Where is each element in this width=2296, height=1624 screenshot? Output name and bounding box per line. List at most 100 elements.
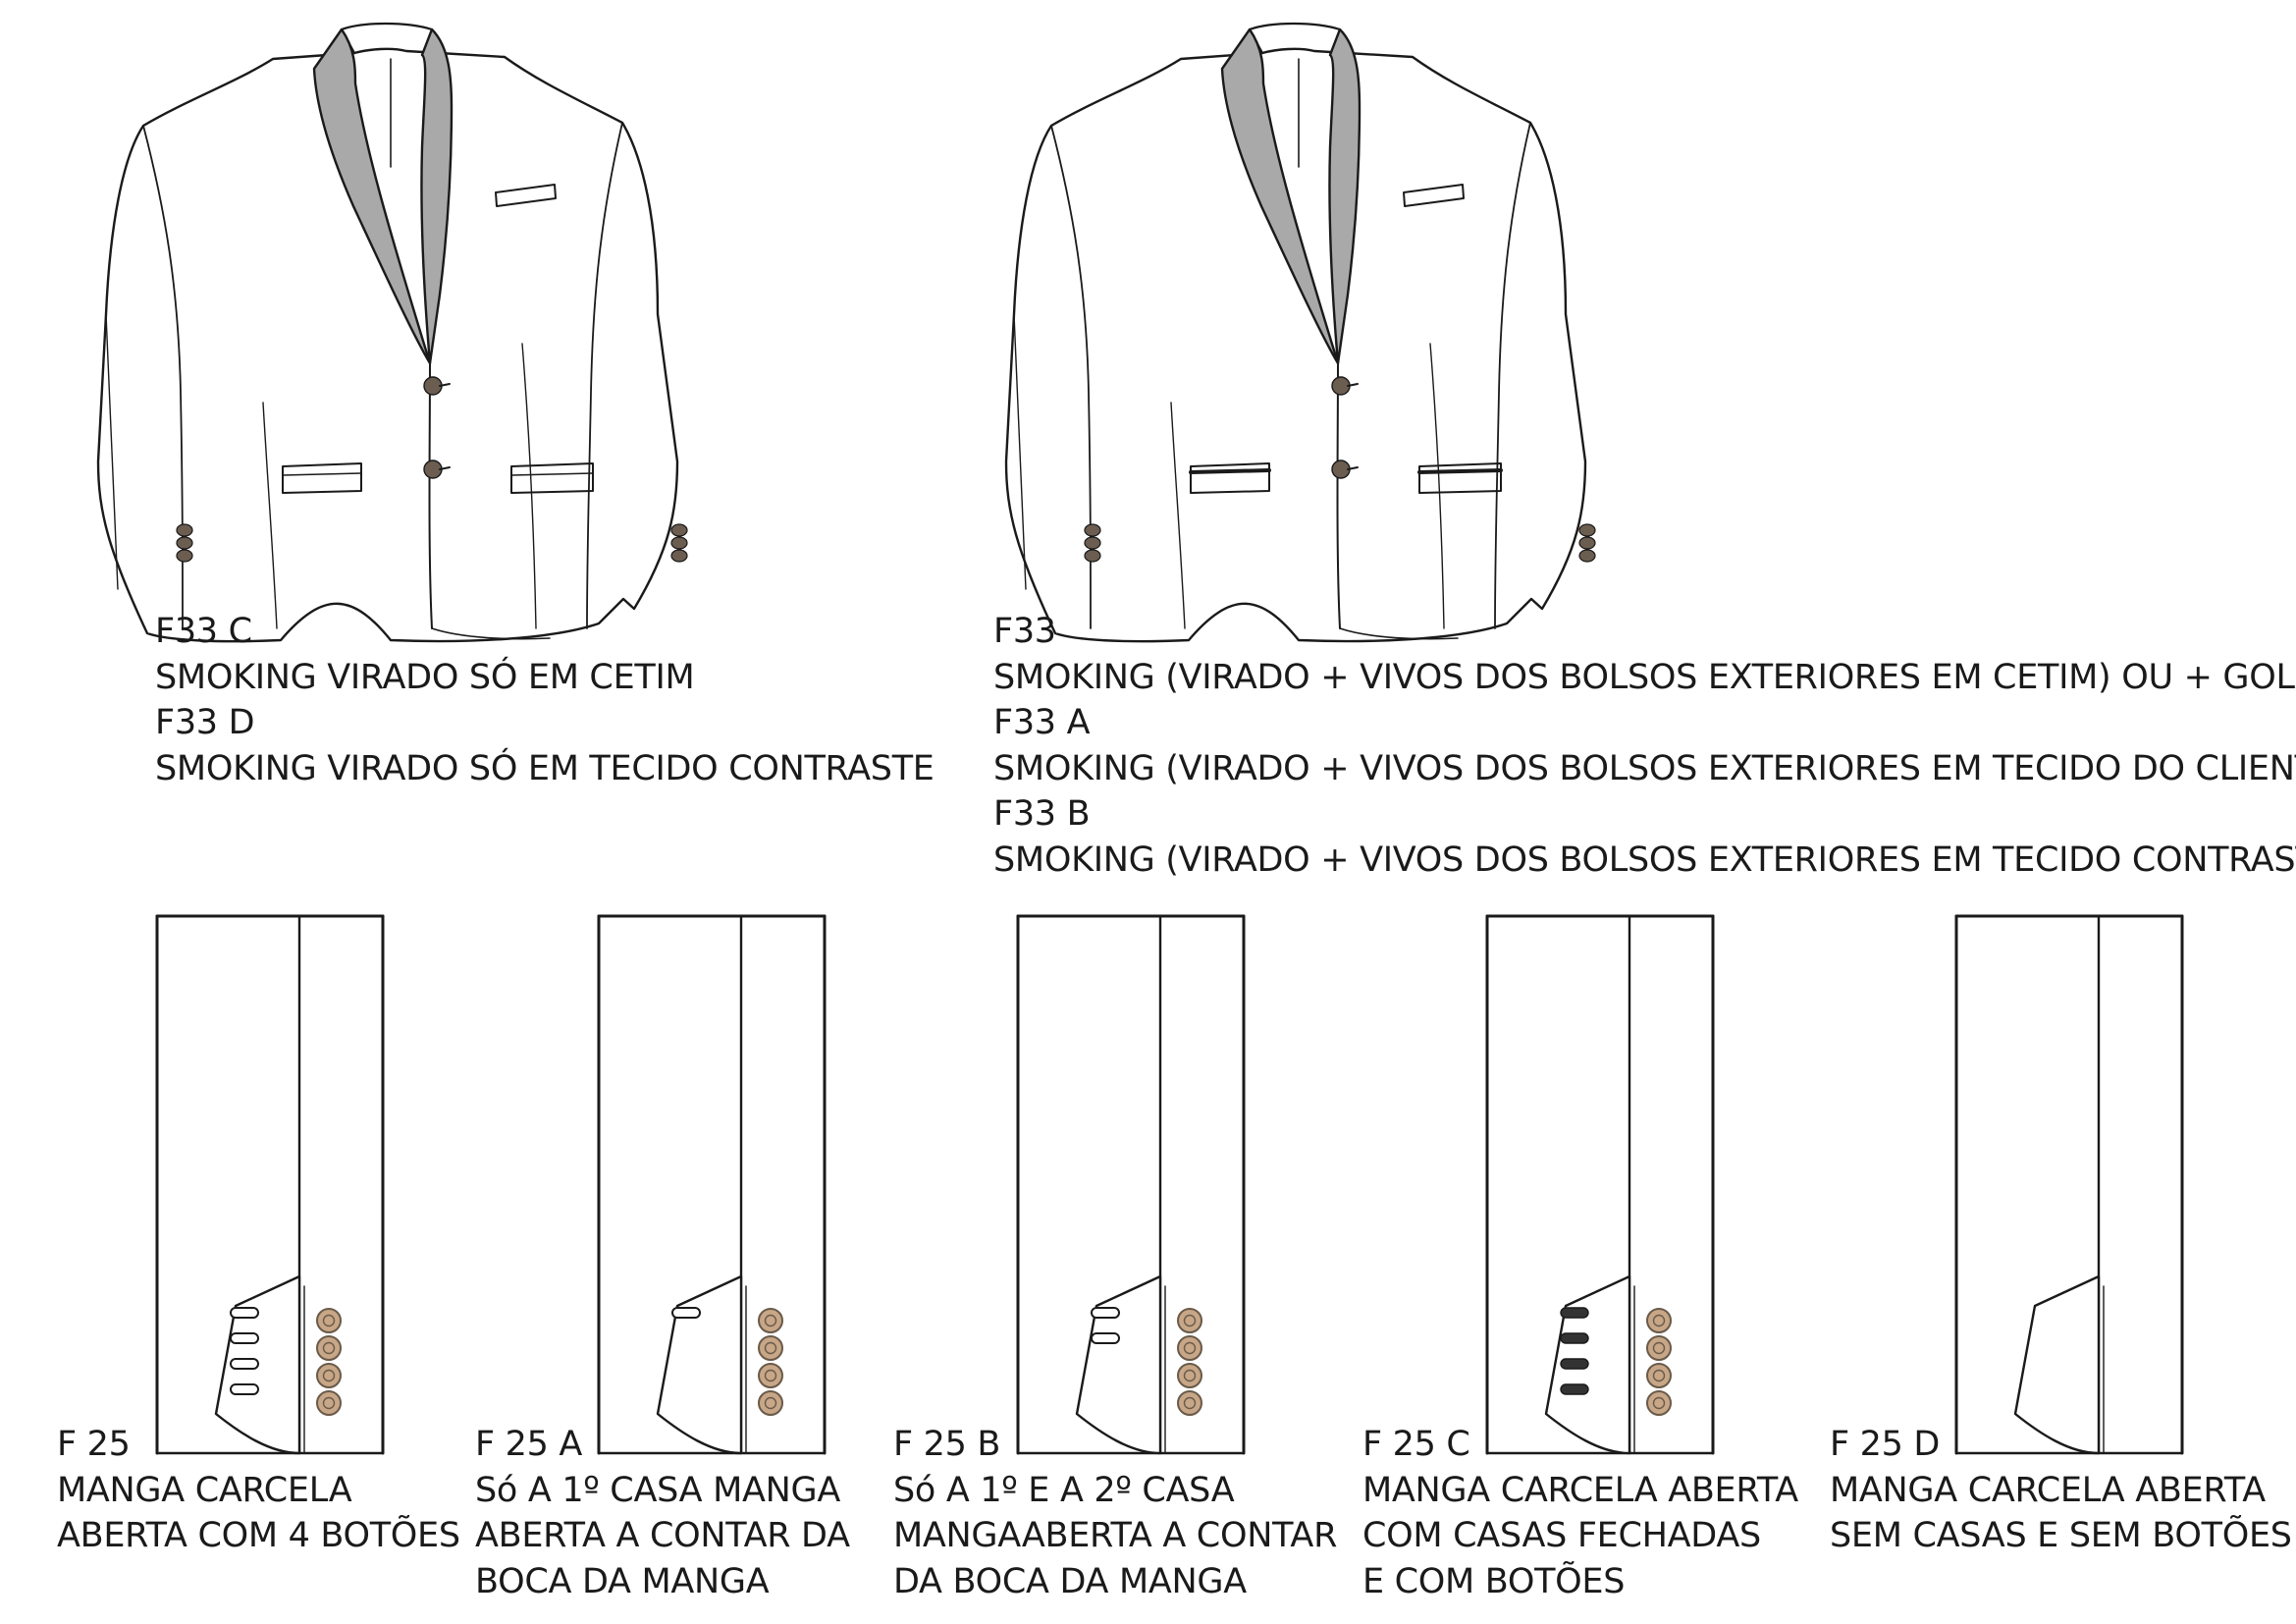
buttonhole-icon	[671, 1307, 701, 1319]
sleeve-button-icon	[1177, 1390, 1202, 1416]
caption-sleeve-f25b: F 25 B Só A 1º E A 2º CASA MANGAABERTA A…	[893, 1422, 1337, 1604]
cuff-button-icon	[1578, 523, 1596, 537]
cuff-button-icon	[176, 536, 193, 550]
caption-line: Só A 1º E A 2º CASA	[893, 1470, 1235, 1510]
cuff-button-icon	[1578, 536, 1596, 550]
sleeve-button-icon	[1177, 1335, 1202, 1361]
caption-line: SMOKING (VIRADO + VIVOS DOS BOLSOS EXTER…	[993, 748, 2296, 788]
cuff-button-icon	[670, 523, 688, 537]
jacket-f33-drawing	[1004, 22, 1596, 643]
button-holes-icon	[1183, 1341, 1197, 1355]
button-holes-icon	[322, 1369, 336, 1382]
buttonhole-icon	[1091, 1307, 1120, 1319]
buttonhole-icon	[230, 1358, 259, 1370]
caption-line: F33 C	[155, 612, 252, 651]
caption-line: E COM BOTÕES	[1362, 1561, 1626, 1601]
left-sleeve-inner	[105, 313, 119, 590]
caption-line: DA BOCA DA MANGA	[893, 1561, 1247, 1601]
caption-line: SEM CASAS E SEM BOTÕES	[1830, 1516, 2292, 1555]
caption-sleeve-f25: F 25 MANGA CARCELA ABERTA COM 4 BOTÕES	[57, 1422, 460, 1559]
button-holes-icon	[764, 1396, 777, 1410]
right-side-panel	[1429, 343, 1445, 629]
cuff-button-icon	[1084, 523, 1101, 537]
sleeve-button-icon	[1177, 1308, 1202, 1333]
closed-buttonhole-icon	[1560, 1383, 1589, 1395]
cuff-button-icon	[1084, 549, 1101, 563]
buttonhole-icon	[1091, 1332, 1120, 1344]
caption-line: SMOKING (VIRADO + VIVOS DOS BOLSOS EXTER…	[993, 839, 2296, 880]
button-holes-icon	[1183, 1369, 1197, 1382]
caption-sleeve-f25c: F 25 C MANGA CARCELA ABERTA COM CASAS FE…	[1362, 1422, 1798, 1604]
cuff-button-icon	[670, 536, 688, 550]
buttonhole-icon	[230, 1383, 259, 1395]
sleeve-button-icon	[1646, 1363, 1672, 1388]
sleeve-button-icon	[758, 1363, 783, 1388]
jacket-f33c-drawing	[96, 22, 688, 643]
button-holes-icon	[1183, 1314, 1197, 1327]
sleeve-button-icon	[316, 1363, 342, 1388]
sleeve-button-icon	[316, 1390, 342, 1416]
button-holes-icon	[1652, 1341, 1666, 1355]
left-pocket-piping	[1189, 468, 1271, 474]
caption-line: F33	[993, 612, 1056, 651]
cuff-button-icon	[176, 549, 193, 563]
hem-curve	[431, 627, 551, 640]
caption-line: F 25 B	[893, 1425, 1001, 1464]
caption-line: SMOKING VIRADO SÓ EM CETIM	[155, 657, 695, 697]
caption-line: COM CASAS FECHADAS	[1362, 1516, 1761, 1555]
caption-line: ABERTA COM 4 BOTÕES	[57, 1516, 460, 1555]
sleeve-f25-drawing	[155, 914, 385, 1455]
left-sleeve-inner	[1013, 313, 1027, 590]
closed-buttonhole-icon	[1560, 1332, 1589, 1344]
button-holes-icon	[322, 1341, 336, 1355]
cuff-button-icon	[670, 549, 688, 563]
caption-line: F33 B	[993, 794, 1091, 834]
caption-line: F33 A	[993, 703, 1091, 742]
caption-line: F 25 D	[1830, 1425, 1941, 1464]
caption-line: F 25 A	[475, 1425, 583, 1464]
right-sleeve-seam	[1494, 122, 1531, 629]
vent-flap	[1075, 1274, 1162, 1455]
caption-line: MANGA CARCELA ABERTA	[1830, 1470, 2266, 1510]
caption-line: MANGA CARCELA ABERTA	[1362, 1470, 1798, 1510]
caption-line: MANGAABERTA A CONTAR	[893, 1516, 1338, 1555]
sleeve-button-icon	[1646, 1335, 1672, 1361]
buttonhole-icon	[230, 1307, 259, 1319]
sleeve-button-icon	[1646, 1308, 1672, 1333]
sleeve-button-icon	[1646, 1390, 1672, 1416]
sleeve-button-icon	[316, 1308, 342, 1333]
sleeve-button-icon	[758, 1335, 783, 1361]
sleeve-button-icon	[758, 1308, 783, 1333]
button-holes-icon	[764, 1341, 777, 1355]
button-holes-icon	[1652, 1396, 1666, 1410]
left-side-panel	[262, 402, 278, 629]
buttonhole-icon	[230, 1332, 259, 1344]
button-thread	[1347, 466, 1359, 470]
caption-line: F 25	[57, 1425, 131, 1464]
left-flap-pocket	[1190, 462, 1270, 494]
sleeve-button-icon	[758, 1390, 783, 1416]
hem-curve	[1339, 627, 1459, 640]
caption-line: Só A 1º CASA MANGA	[475, 1470, 841, 1510]
caption-line: MANGA CARCELA	[57, 1470, 352, 1510]
chest-pocket	[1403, 184, 1465, 207]
sleeve-button-icon	[1177, 1363, 1202, 1388]
sleeve-f25a-drawing	[597, 914, 827, 1455]
button-holes-icon	[1652, 1314, 1666, 1327]
collar-back	[340, 22, 434, 57]
button-thread	[1347, 383, 1359, 387]
right-pocket-piping	[1417, 468, 1503, 474]
button-holes-icon	[1652, 1369, 1666, 1382]
chest-pocket	[495, 184, 557, 207]
closed-buttonhole-icon	[1560, 1358, 1589, 1370]
sleeve-f25d-drawing	[1954, 914, 2184, 1455]
right-side-panel	[521, 343, 537, 629]
sleeve-button-icon	[316, 1335, 342, 1361]
collar-back	[1248, 22, 1342, 57]
caption-jacket-f33c: F33 C SMOKING VIRADO SÓ EM CETIM F33 D S…	[155, 609, 934, 791]
sleeve-f25b-drawing	[1016, 914, 1246, 1455]
caption-jacket-f33: F33 SMOKING (VIRADO + VIVOS DOS BOLSOS E…	[993, 609, 2296, 883]
right-flap-pocket	[510, 462, 594, 494]
caption-line: F33 D	[155, 703, 255, 742]
